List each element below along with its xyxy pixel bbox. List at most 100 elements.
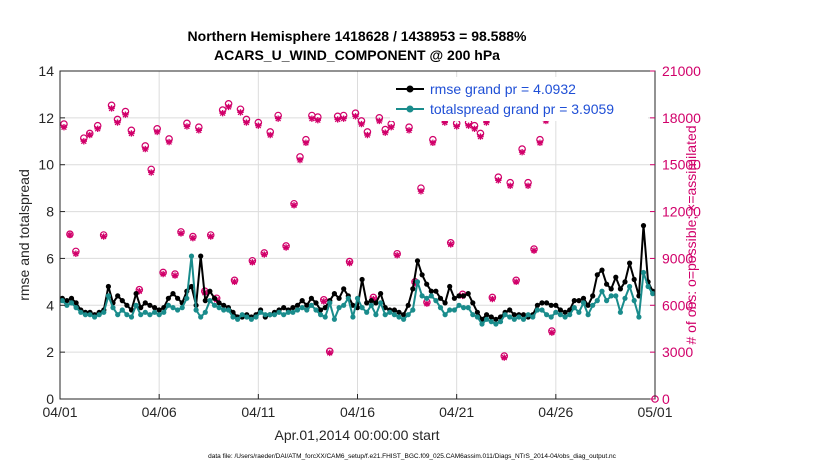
totalspread-point xyxy=(327,300,333,306)
y2-tick-label: 15000 xyxy=(662,157,701,173)
totalspread-point xyxy=(387,309,393,315)
totalspread-point xyxy=(461,305,467,311)
totalspread-point xyxy=(318,312,324,318)
rmse-point xyxy=(488,314,494,320)
rmse-point xyxy=(221,302,227,308)
rmse-point xyxy=(175,295,181,301)
totalspread-point xyxy=(544,312,550,318)
obs-assimilated-point xyxy=(195,127,203,134)
x-tick-label: 04/06 xyxy=(142,404,177,420)
obs-assimilated-point xyxy=(429,139,437,147)
obs-assimilated-point xyxy=(441,119,448,126)
totalspread-point xyxy=(516,314,522,320)
obs-assimilated-point xyxy=(489,295,496,303)
rmse-point xyxy=(290,305,296,311)
totalspread-point xyxy=(493,321,499,327)
x-tick-label: 04/11 xyxy=(241,404,275,420)
rmse-point xyxy=(207,288,213,294)
totalspread-point xyxy=(290,309,296,315)
y-tick-label: 4 xyxy=(46,297,54,313)
obs-assimilated-point xyxy=(136,288,143,295)
totalspread-point xyxy=(161,309,167,315)
obs-assimilated-point xyxy=(465,122,472,129)
rmse-point xyxy=(138,305,144,311)
rmse-point xyxy=(511,312,517,318)
totalspread-point xyxy=(373,312,379,318)
totalspread-point xyxy=(281,312,287,318)
rmse-point xyxy=(308,295,314,301)
totalspread-point xyxy=(82,312,88,318)
totalspread-point xyxy=(497,319,504,325)
totalspread-point xyxy=(437,305,444,311)
totalspread-point xyxy=(156,312,162,318)
rmse-point xyxy=(322,305,328,311)
totalspread-point xyxy=(410,307,416,313)
totalspread-point xyxy=(78,309,84,315)
totalspread-point xyxy=(225,307,231,313)
totalspread-point xyxy=(576,309,582,315)
rmse-point xyxy=(493,316,499,322)
totalspread-point xyxy=(345,295,351,301)
obs-assimilated-point xyxy=(352,113,359,120)
rmse-point xyxy=(585,302,591,308)
totalspread-point xyxy=(271,312,278,318)
obs-layer xyxy=(60,84,659,403)
rmse-point xyxy=(119,298,125,304)
totalspread-point xyxy=(322,314,328,320)
y-axis-left: 0 2 4 6 8 10 12 14 xyxy=(38,63,65,407)
rmse-point xyxy=(419,272,425,278)
rmse-point xyxy=(152,305,158,311)
obs-assimilated-point xyxy=(314,117,322,124)
obs-assimilated-point xyxy=(376,117,383,125)
rmse-point xyxy=(539,300,545,306)
y2-tick-label: 18000 xyxy=(662,110,701,126)
totalspread-point xyxy=(170,305,176,311)
totalspread-point xyxy=(193,307,199,313)
y-axis-label: rmse and totalspread xyxy=(16,169,32,301)
totalspread-point xyxy=(341,302,347,308)
y-tick-label: 2 xyxy=(46,344,54,360)
totalspread-point xyxy=(604,298,610,304)
rmse-point xyxy=(73,300,79,306)
totalspread-point xyxy=(451,307,457,313)
x-tick-label: 04/16 xyxy=(340,404,375,420)
rmse-point xyxy=(474,309,480,315)
totalspread-point xyxy=(585,312,591,318)
obs-assimilated-point xyxy=(495,177,502,184)
obs-assimilated-point xyxy=(548,329,556,336)
x-axis: 04/01 04/06 04/11 04/16 04/21 04/26 05/01 xyxy=(42,394,673,420)
totalspread-point xyxy=(479,321,485,327)
rmse-point xyxy=(437,295,444,301)
totalspread-point xyxy=(507,314,513,320)
rmse-point xyxy=(364,300,370,306)
obs-assimilated-point xyxy=(261,251,268,258)
rmse-point xyxy=(424,281,430,287)
obs-assimilated-point xyxy=(94,125,101,132)
totalspread-point xyxy=(188,253,195,259)
rmse-point xyxy=(414,258,421,264)
totalspread-point xyxy=(484,316,490,322)
totalspread-point xyxy=(447,307,453,313)
rmse-point xyxy=(281,305,287,311)
rmse-point xyxy=(299,298,305,304)
totalspread-point xyxy=(299,305,305,311)
totalspread-point xyxy=(640,269,647,276)
obs-assimilated-point xyxy=(453,123,460,130)
totalspread-point xyxy=(92,314,98,320)
x-tick-label: 05/01 xyxy=(637,404,672,420)
totalspread-point xyxy=(414,279,421,285)
rmse-point xyxy=(534,302,541,308)
obs-assimilated-point xyxy=(524,182,532,189)
rmse-point xyxy=(336,295,342,301)
legend-marker-rmse xyxy=(406,85,414,93)
totalspread-point xyxy=(239,312,245,318)
y-axis-right: 0 3000 6000 9000 12000 15000 18000 21000 xyxy=(650,63,701,407)
y-tick-label: 6 xyxy=(46,250,54,266)
totalspread-point xyxy=(465,305,471,311)
rmse-point xyxy=(608,286,614,292)
totalspread-point xyxy=(313,307,319,313)
totalspread-point xyxy=(567,312,573,318)
rmse-point xyxy=(318,307,324,313)
obs-assimilated-point xyxy=(530,247,538,254)
totalspread-point xyxy=(115,312,121,318)
